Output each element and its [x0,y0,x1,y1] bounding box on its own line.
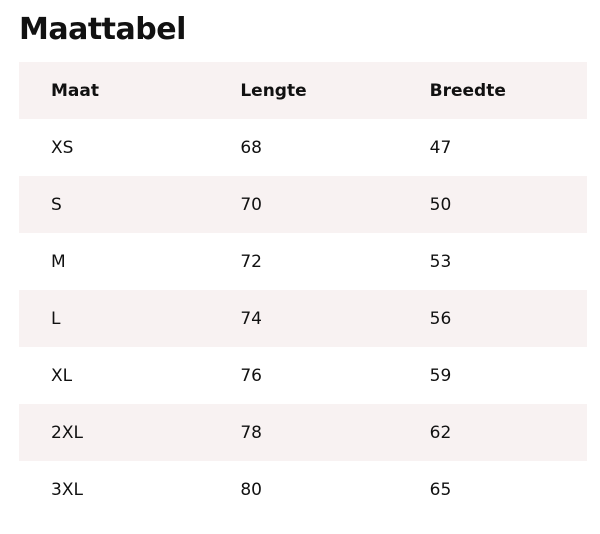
header-breedte: Breedte [429,80,506,101]
cell-maat: L [51,308,61,329]
cell-lengte: 70 [240,194,262,215]
table-row: S 70 50 [19,176,587,233]
cell-breedte: 59 [429,365,452,386]
cell-lengte: 68 [240,137,262,158]
cell-breedte: 50 [429,194,452,215]
cell-breedte: 56 [429,308,452,329]
header-maat: Maat [51,80,99,101]
table-row: M 72 53 [19,233,587,290]
cell-lengte: 80 [240,479,262,500]
table-row: XL 76 59 [19,347,587,404]
table-row: L 74 56 [19,290,587,347]
cell-lengte: 74 [240,308,262,329]
cell-breedte: 53 [429,251,452,272]
cell-breedte: 47 [429,137,452,158]
table-row: 2XL 78 62 [19,404,587,461]
cell-maat: S [51,194,62,215]
page-title: Maattabel [19,12,186,47]
cell-lengte: 78 [240,422,262,443]
table-row: 3XL 80 65 [19,461,587,518]
cell-lengte: 76 [240,365,262,386]
header-lengte: Lengte [240,80,307,101]
table-header-row: Maat Lengte Breedte [19,62,587,119]
cell-maat: 2XL [51,422,83,443]
cell-lengte: 72 [240,251,262,272]
cell-breedte: 65 [429,479,452,500]
cell-maat: XL [51,365,73,386]
cell-breedte: 62 [429,422,452,443]
cell-maat: 3XL [51,479,83,500]
cell-maat: XS [51,137,74,158]
cell-maat: M [51,251,66,272]
table-row: XS 68 47 [19,119,587,176]
size-table: Maat Lengte Breedte XS 68 47 S 70 50 M 72 53 L 74 5… [19,62,587,518]
